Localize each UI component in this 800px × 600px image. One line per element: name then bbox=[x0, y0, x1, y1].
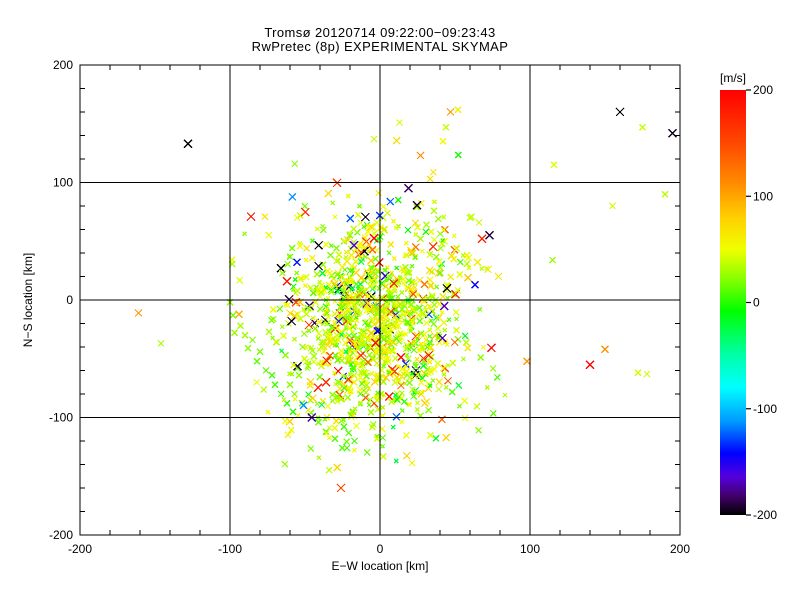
colorbar-tick-label: -100 bbox=[753, 402, 777, 416]
colorbar-ticks: 200 100 0 -100 -200 bbox=[746, 83, 777, 522]
colorbar-tick-label: 200 bbox=[753, 83, 773, 97]
y-tick-label: 100 bbox=[53, 176, 73, 190]
colorbar-tick-label: 0 bbox=[753, 296, 760, 310]
x-tick-label: 100 bbox=[520, 542, 540, 556]
figure-title: Tromsø 20120714 09:22:00−09:23:43 RwPret… bbox=[0, 26, 760, 54]
colorbar-tick-label: -200 bbox=[753, 508, 777, 522]
x-tick-label: -100 bbox=[218, 542, 242, 556]
x-tick-label: -200 bbox=[68, 542, 92, 556]
gridlines bbox=[80, 65, 680, 535]
y-tick-label: 0 bbox=[66, 293, 73, 307]
title-line-1: Tromsø 20120714 09:22:00−09:23:43 bbox=[264, 25, 496, 40]
colorbar-gradient bbox=[720, 90, 746, 515]
title-line-2: RwPretec (8p) EXPERIMENTAL SKYMAP bbox=[251, 39, 509, 54]
scatter-points bbox=[134, 106, 677, 493]
y-tick-label: -100 bbox=[49, 411, 73, 425]
colorbar: [m/s] 200 100 0 -100 -200 bbox=[720, 71, 777, 522]
colorbar-tick-label: 100 bbox=[753, 189, 773, 203]
y-tick-label: 200 bbox=[53, 58, 73, 72]
colorbar-unit-label: [m/s] bbox=[720, 71, 746, 85]
x-axis-label: E−W location [km] bbox=[331, 559, 428, 573]
x-tick-label: 200 bbox=[670, 542, 690, 556]
y-tick-label: -200 bbox=[49, 528, 73, 542]
x-tick-label: 0 bbox=[377, 542, 384, 556]
y-axis-label: N−S location [km] bbox=[21, 253, 35, 347]
axis-ticks: -200 -100 0 100 200 200 100 0 -100 -200 bbox=[49, 58, 690, 556]
